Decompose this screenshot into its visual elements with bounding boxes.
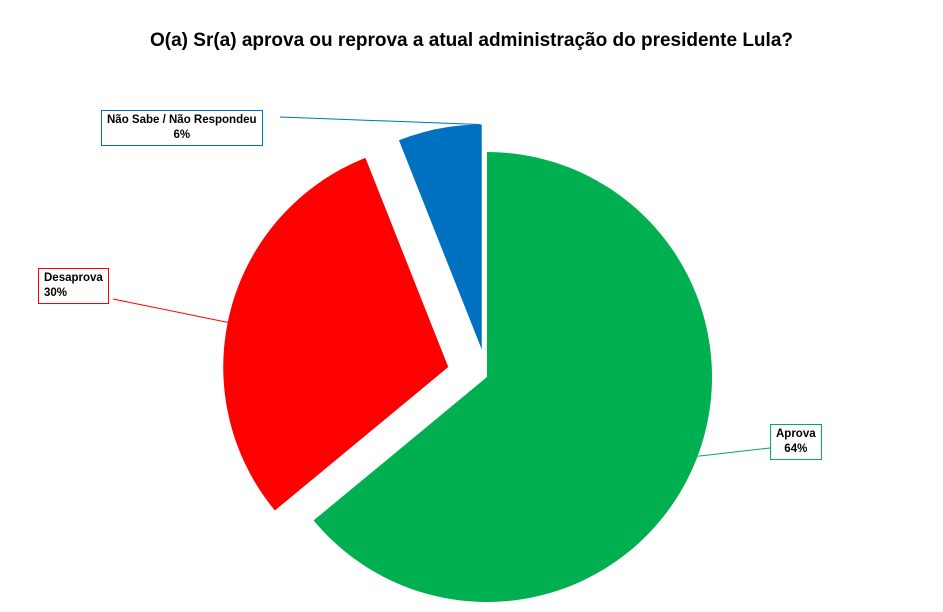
data-label-aprova: Aprova 64% — [770, 424, 822, 460]
leader-line-desaprova — [112, 298, 228, 323]
slice-value-nao-sabe: 6% — [173, 129, 191, 141]
data-label-desaprova: Desaprova 30% — [38, 268, 109, 304]
chart-title: O(a) Sr(a) aprova ou reprova a atual adm… — [150, 30, 793, 51]
slice-label-desaprova: Desaprova — [44, 272, 103, 284]
slice-label-nao-sabe: Não Sabe / Não Respondeu — [107, 114, 257, 126]
slice-value-desaprova: 30% — [44, 287, 68, 299]
pie-slice-nao-sabe — [398, 124, 482, 350]
leader-line-nao-sabe — [279, 116, 480, 126]
slice-value-aprova: 64% — [784, 443, 808, 455]
slice-label-aprova: Aprova — [776, 428, 816, 440]
leader-line-aprova — [697, 447, 771, 457]
data-label-nao-sabe: Não Sabe / Não Respondeu 6% — [101, 110, 263, 146]
pie-slice-aprova — [313, 152, 712, 602]
pie-slice-desaprova — [223, 157, 449, 511]
